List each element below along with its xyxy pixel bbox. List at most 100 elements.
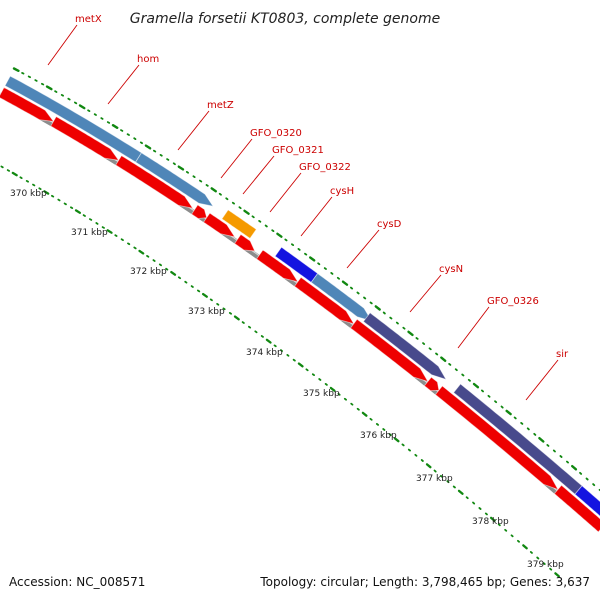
outer-tick-mark [133,137,137,141]
outer-tick-mark [526,427,530,431]
scale-label: 373 kbp [188,307,225,317]
outer-tick-mark [566,460,569,464]
outer-tick-mark [54,90,58,93]
gene-labels: metX hom metZ GFO_0320 GFO_0321 GFO_0322… [75,14,569,360]
scale-labels: 370 kbp 371 kbp 372 kbp 373 kbp 374 kbp … [10,189,564,570]
gene-label-gfo-0320[interactable]: GFO_0320 [250,128,302,139]
inner-tick-mark [228,311,233,315]
outer-tick-mark [369,301,373,305]
forward-gene-block [135,152,214,207]
leader-line [269,172,302,213]
outer-tick-mark [374,305,381,311]
inner-tick-mark [343,397,348,401]
inner-tick-mark [375,422,380,426]
outer-tick-mark [144,144,152,150]
inner-tick-mark [201,292,208,298]
outer-tick-mark [363,296,367,300]
label-leader-lines [47,24,559,401]
leader-line [346,229,380,269]
inner-tick-mark [510,534,514,538]
outer-tick-mark [533,432,537,436]
inner-tick-mark [101,226,105,229]
forward-gene-block [310,272,373,322]
inner-tick-mark [265,338,272,344]
outer-tick-mark [152,149,157,153]
leader-line [409,274,442,313]
forward-gene-block [453,383,583,495]
outer-tick-mark [520,421,524,425]
inner-tick-mark [70,206,74,210]
inner-tick-mark [273,344,277,348]
inner-tick-mark [95,222,99,225]
outer-tick-mark [251,215,255,219]
outer-tick-mark [159,153,163,157]
reverse-gene-arrow [349,318,429,383]
inner-tick-mark [0,165,4,169]
outer-tick-mark [172,162,176,166]
outer-tick-mark [389,316,393,320]
outer-tick-mark [317,262,321,266]
gene-label-cysD[interactable]: cysD [377,219,402,230]
outer-tick-mark [139,141,144,145]
inner-tick-mark [425,463,432,469]
gene-label-gfo-0321[interactable]: GFO_0321 [272,145,324,156]
outer-tick-mark [341,280,349,286]
inner-tick-mark [51,194,55,198]
outer-tick-mark [435,352,439,356]
leader-line [177,110,210,151]
inner-tick-mark [369,417,373,421]
leader-line [457,306,490,349]
inner-tick-mark [420,459,424,462]
leader-line [300,196,333,237]
outer-tick-mark [309,256,316,262]
reverse-gene-arrow [203,212,236,238]
inner-tick-mark [114,234,118,237]
inner-tick-mark [457,489,464,495]
outer-tick-mark [448,362,452,366]
inner-tick-mark [529,551,533,554]
inner-tick-mark [19,176,23,180]
outer-tick-mark [538,437,545,443]
gene-label-hom[interactable]: hom [137,54,159,65]
outer-tick-mark [349,286,354,290]
inner-tick-mark [286,353,290,357]
outer-tick-mark [297,247,301,251]
gene-label-metZ[interactable]: metZ [207,100,234,111]
reverse-gene-arrow [293,276,355,325]
outer-tick-mark [100,117,104,120]
inner-tick-mark [517,539,520,543]
inner-tick-mark [478,507,482,510]
inner-tick-mark [356,407,360,411]
forward-gene-block [574,485,600,517]
leader-line [107,64,140,105]
outer-tick-mark [487,394,491,398]
gene-label-metX[interactable]: metX [75,14,102,25]
inner-tick-mark [106,229,113,234]
inner-tick-mark [165,267,169,271]
scale-label: 375 kbp [303,389,340,399]
gene-label-gfo-0326[interactable]: GFO_0326 [487,296,539,307]
outer-tick-mark [579,471,583,475]
outer-tick-mark [440,356,447,362]
inner-tick-mark [184,280,188,284]
outer-tick-track [12,67,600,492]
outer-tick-mark [480,389,485,393]
outer-tick-mark [45,85,53,91]
inner-tick-mark [504,528,508,532]
gene-label-cysH[interactable]: cysH [330,186,354,197]
outer-tick-mark [472,382,480,389]
gene-label-gfo-0322[interactable]: GFO_0322 [299,162,351,173]
inner-tick-mark [196,289,201,293]
inner-tick-mark [279,349,284,353]
inner-tick-mark [247,325,252,329]
inner-tick-mark [433,469,437,473]
forward-gene-block [221,209,257,239]
gene-label-cysN[interactable]: cysN [439,264,463,275]
reverse-gene-arrow [434,385,559,491]
inner-tick-mark [158,263,163,267]
inner-tick-mark [497,523,501,527]
inner-tick-mark [407,448,412,452]
gene-label-sir[interactable]: sir [556,349,569,360]
inner-tick-mark [393,437,400,443]
leader-line [525,359,559,401]
